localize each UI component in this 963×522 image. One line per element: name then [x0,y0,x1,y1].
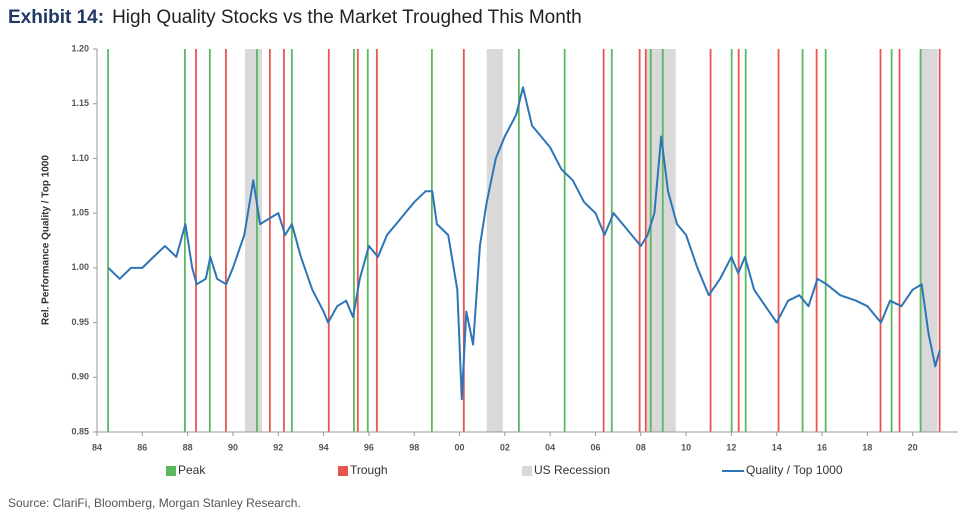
legend-label: Peak [178,463,206,477]
x-tick-label: 84 [92,442,102,452]
title-label: Exhibit 14: [8,7,104,28]
y-tick-label: 0.90 [71,372,89,382]
x-tick-label: 98 [409,442,419,452]
y-tick-label: 1.10 [71,153,89,163]
x-tick-label: 06 [590,442,600,452]
y-tick-label: 0.95 [71,317,89,327]
quality-line [107,86,941,401]
x-tick-label: 14 [772,442,782,452]
x-tick-label: 08 [636,442,646,452]
legend-label: Trough [350,463,388,477]
x-tick-label: 94 [319,442,329,452]
y-tick-label: 1.00 [71,262,89,272]
x-tick-label: 90 [228,442,238,452]
recession-band [244,49,262,432]
y-tick-label: 1.05 [71,208,89,218]
x-tick-label: 86 [137,442,147,452]
x-tick-label: 10 [681,442,691,452]
x-tick-label: 88 [183,442,193,452]
y-tick-label: 1.20 [71,43,89,53]
chart-title: Exhibit 14: High Quality Stocks vs the Ma… [8,7,582,28]
recession-band [486,49,503,432]
x-tick-label: 12 [726,442,736,452]
x-tick-label: 00 [455,442,465,452]
x-tick-label: 04 [545,442,555,452]
legend-swatch [522,466,532,476]
source: Source: ClariFi, Bloomberg, Morgan Stanl… [8,496,301,510]
y-tick-label: 0.85 [71,426,89,436]
legend-label: Quality / Top 1000 [746,463,843,477]
x-tick-label: 02 [500,442,510,452]
legend-label: US Recession [534,463,610,477]
legend-swatch [338,466,348,476]
x-tick-label: 96 [364,442,374,452]
legend-swatch [166,466,176,476]
x-tick-label: 18 [862,442,872,452]
y-tick-label: 1.15 [71,98,89,108]
title-text: High Quality Stocks vs the Market Trough… [112,7,582,28]
x-tick-label: 92 [273,442,283,452]
y-axis-label: Rel. Performance Quality / Top 1000 [41,155,52,325]
x-tick-label: 20 [908,442,918,452]
recession-band [919,49,938,432]
x-tick-label: 16 [817,442,827,452]
